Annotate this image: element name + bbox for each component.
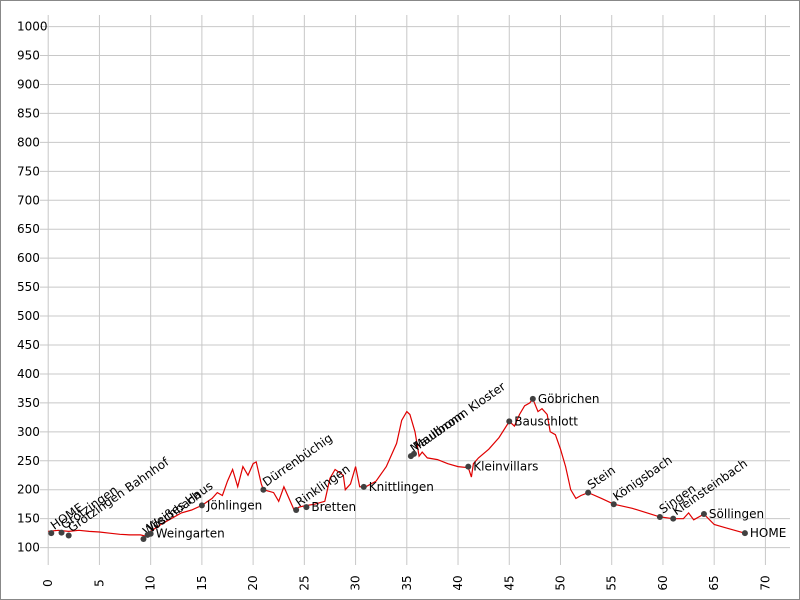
- y-tick-label: 350: [17, 396, 40, 410]
- y-tick-label: 150: [17, 512, 40, 526]
- x-tick-label: 5: [92, 579, 106, 587]
- waypoint-label: Weingarten: [156, 527, 225, 541]
- y-tick-label: 800: [17, 135, 40, 149]
- y-tick-label: 950: [17, 49, 40, 63]
- y-tick-label: 250: [17, 454, 40, 468]
- y-tick-label: 200: [17, 483, 40, 497]
- waypoint-label: Knittlingen: [369, 480, 434, 494]
- waypoint: [198, 502, 205, 509]
- waypoint: [303, 504, 310, 511]
- y-tick-label: 750: [17, 164, 40, 178]
- waypoint: [610, 501, 617, 508]
- y-tick-label: 650: [17, 222, 40, 236]
- y-tick-label: 100: [17, 541, 40, 555]
- waypoint: [585, 489, 592, 496]
- y-tick-label: 600: [17, 251, 40, 265]
- waypoint: [65, 532, 72, 539]
- x-tick-label: 70: [758, 575, 772, 590]
- waypoint: [656, 513, 663, 520]
- x-tick-label: 10: [144, 575, 158, 590]
- waypoint: [741, 530, 748, 537]
- waypoint: [293, 507, 300, 513]
- x-tick-label: 50: [553, 575, 567, 590]
- waypoint: [506, 418, 513, 425]
- y-tick-label: 550: [17, 280, 40, 294]
- waypoint: [360, 483, 367, 490]
- waypoint-label: HOME: [750, 526, 786, 540]
- x-tick-label: 35: [400, 575, 414, 590]
- waypoint-label: Bretten: [311, 500, 356, 514]
- y-tick-label: 900: [17, 77, 40, 91]
- x-tick-label: 40: [451, 575, 465, 590]
- x-tick-label: 45: [502, 575, 516, 590]
- y-tick-label: 300: [17, 425, 40, 439]
- y-tick-label: 700: [17, 193, 40, 207]
- y-tick-label: 400: [17, 367, 40, 381]
- x-tick-label: 20: [246, 575, 260, 590]
- y-tick-label: 1000: [17, 20, 48, 34]
- waypoint-label: Söllingen: [709, 507, 764, 521]
- waypoint-label: Bauschlott: [514, 414, 578, 428]
- waypoint: [58, 529, 65, 536]
- x-tick-label: 60: [656, 575, 670, 590]
- waypoint: [529, 395, 536, 402]
- waypoint: [410, 450, 417, 457]
- x-tick-label: 55: [605, 575, 619, 590]
- waypoint: [260, 486, 267, 493]
- elevation-line: [48, 397, 746, 537]
- x-tick-label: 30: [349, 575, 363, 590]
- x-tick-label: 65: [707, 575, 721, 590]
- waypoint: [147, 530, 154, 537]
- waypoint: [140, 535, 147, 542]
- x-tick-label: 25: [297, 575, 311, 590]
- waypoint: [465, 463, 472, 470]
- y-tick-label: 450: [17, 338, 40, 352]
- y-tick-label: 850: [17, 106, 40, 120]
- waypoint: [700, 511, 707, 518]
- y-tick-label: 500: [17, 309, 40, 323]
- waypoint-label: Jöhlingen: [206, 498, 262, 512]
- waypoint: [48, 530, 55, 537]
- waypoint-label: Göbrichen: [538, 392, 600, 406]
- x-tick-label: 15: [195, 575, 209, 590]
- x-tick-label: 0: [41, 579, 55, 587]
- waypoint-label: Kleinvillars: [473, 460, 538, 474]
- waypoint: [670, 515, 677, 522]
